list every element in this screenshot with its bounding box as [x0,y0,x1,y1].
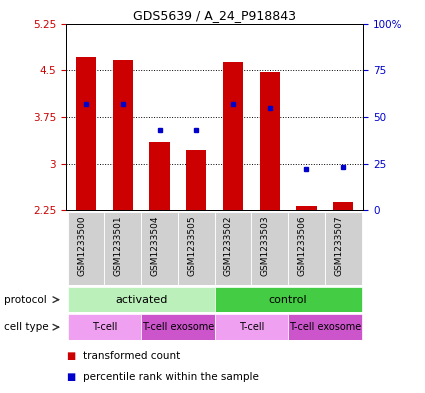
Text: GSM1233504: GSM1233504 [150,215,159,275]
Title: GDS5639 / A_24_P918843: GDS5639 / A_24_P918843 [133,9,296,22]
Text: percentile rank within the sample: percentile rank within the sample [83,372,259,382]
Bar [215,287,362,312]
Bar [141,314,215,340]
Bar [68,314,141,340]
Text: protocol: protocol [4,295,47,305]
Bar [141,212,178,285]
Text: GSM1233500: GSM1233500 [77,215,86,276]
Text: T-cell: T-cell [239,322,264,332]
Text: GSM1233507: GSM1233507 [334,215,343,276]
Bar [325,212,362,285]
Bar [186,150,207,210]
Text: activated: activated [115,295,167,305]
Bar [105,212,141,285]
Bar [296,206,317,210]
Bar [215,314,288,340]
Text: ■: ■ [66,372,75,382]
Bar [76,57,96,210]
Text: T-cell exosome: T-cell exosome [142,322,214,332]
Bar [223,62,243,210]
Bar [333,202,353,210]
Bar [150,142,170,210]
Bar [215,212,251,285]
Text: GSM1233502: GSM1233502 [224,215,233,275]
Text: GSM1233505: GSM1233505 [187,215,196,276]
Bar [251,212,288,285]
Text: ■: ■ [66,351,75,361]
Text: GSM1233501: GSM1233501 [114,215,123,276]
Text: GSM1233506: GSM1233506 [298,215,306,276]
Text: T-cell exosome: T-cell exosome [289,322,361,332]
Text: GSM1233503: GSM1233503 [261,215,270,276]
Bar [68,287,215,312]
Bar [178,212,215,285]
Text: transformed count: transformed count [83,351,180,361]
Bar [260,72,280,210]
Bar [68,212,105,285]
Bar [288,212,325,285]
Text: T-cell: T-cell [92,322,117,332]
Bar [288,314,362,340]
Bar [113,60,133,210]
Text: control: control [269,295,307,305]
Text: cell type: cell type [4,322,49,332]
